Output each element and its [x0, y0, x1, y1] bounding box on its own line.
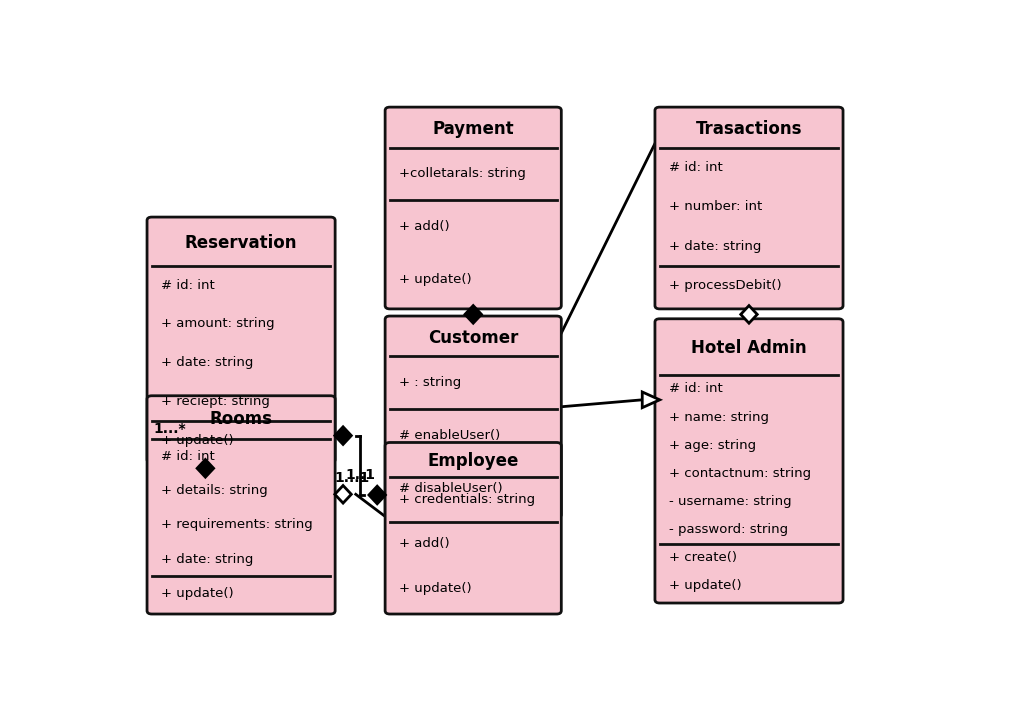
Text: +colletarals: string: +colletarals: string: [399, 167, 526, 181]
Text: 1...1: 1...1: [335, 471, 370, 485]
FancyBboxPatch shape: [385, 316, 561, 518]
Text: - password: string: - password: string: [670, 523, 788, 536]
Text: + : string: + : string: [399, 376, 462, 389]
Text: Reservation: Reservation: [185, 234, 297, 252]
FancyBboxPatch shape: [147, 396, 335, 614]
Text: + create(): + create(): [670, 551, 737, 564]
Polygon shape: [369, 486, 385, 504]
Text: Customer: Customer: [428, 329, 518, 347]
Text: + update(): + update(): [399, 273, 472, 286]
Text: 1..1: 1..1: [345, 468, 375, 482]
Text: Rooms: Rooms: [210, 410, 272, 428]
FancyBboxPatch shape: [655, 318, 843, 603]
Text: + processDebit(): + processDebit(): [670, 279, 782, 292]
Polygon shape: [335, 486, 351, 503]
Text: + date: string: + date: string: [670, 240, 762, 253]
Text: + add(): + add(): [399, 538, 450, 550]
Text: + update(): + update(): [162, 433, 233, 447]
Text: + name: string: + name: string: [670, 411, 769, 423]
Text: 1...*: 1...*: [154, 422, 186, 436]
Text: + update(): + update(): [162, 587, 233, 600]
Polygon shape: [335, 427, 351, 444]
Text: + amount: string: + amount: string: [162, 318, 275, 331]
FancyBboxPatch shape: [655, 107, 843, 309]
Text: + reciept: string: + reciept: string: [162, 395, 270, 408]
Text: + requirements: string: + requirements: string: [162, 518, 313, 531]
Text: # id: int: # id: int: [162, 450, 215, 463]
Text: Payment: Payment: [432, 120, 514, 138]
Text: + update(): + update(): [399, 582, 472, 595]
Text: # id: int: # id: int: [670, 383, 723, 396]
Text: Employee: Employee: [428, 453, 519, 471]
FancyBboxPatch shape: [385, 107, 561, 309]
Text: + update(): + update(): [670, 579, 741, 592]
Text: # enableUser(): # enableUser(): [399, 429, 501, 442]
Text: + add(): + add(): [399, 220, 450, 233]
Text: # id: int: # id: int: [162, 278, 215, 292]
Text: + age: string: + age: string: [670, 438, 757, 452]
Text: + contactnum: string: + contactnum: string: [670, 467, 811, 480]
Text: # disableUser(): # disableUser(): [399, 482, 503, 495]
Text: + number: int: + number: int: [670, 201, 763, 213]
Text: - username: string: - username: string: [670, 495, 792, 508]
Polygon shape: [465, 306, 481, 323]
Text: + date: string: + date: string: [162, 553, 254, 565]
Text: + date: string: + date: string: [162, 356, 254, 369]
Polygon shape: [642, 392, 659, 408]
Text: # id: int: # id: int: [670, 161, 723, 174]
Text: + credentials: string: + credentials: string: [399, 493, 536, 506]
FancyBboxPatch shape: [147, 217, 335, 463]
Polygon shape: [740, 306, 757, 323]
Text: Hotel Admin: Hotel Admin: [691, 339, 807, 358]
Text: + details: string: + details: string: [162, 484, 268, 497]
Polygon shape: [198, 460, 214, 477]
FancyBboxPatch shape: [385, 443, 561, 614]
Text: Trasactions: Trasactions: [695, 120, 802, 138]
